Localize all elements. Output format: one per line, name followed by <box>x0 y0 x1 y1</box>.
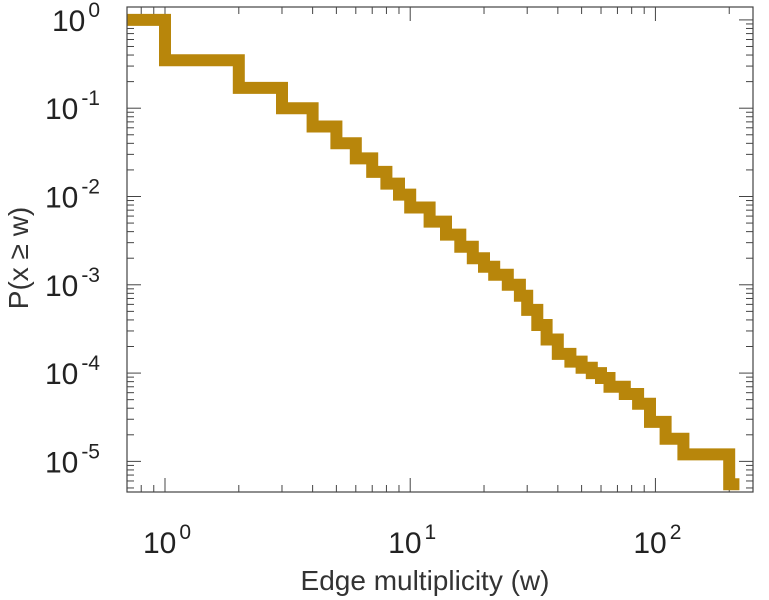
x-tick-label: 10 1 <box>388 521 436 560</box>
y-tick-label: 10 -5 <box>45 440 100 479</box>
tick-labels: 10 0 10 -1 10 -2 10 -3 10 -4 10 -5 10 0 10 1 10 2 <box>45 0 682 560</box>
plot-frame <box>126 6 754 493</box>
x-tick-label: 10 0 <box>143 521 191 560</box>
x-tick-label: 10 2 <box>633 521 681 560</box>
series-layer <box>127 13 740 491</box>
y-tick-label: 10 -1 <box>45 87 100 126</box>
y-tick-label: 10 -3 <box>45 264 100 303</box>
series-line-0 <box>127 13 740 491</box>
y-tick-label: 10 -2 <box>45 175 100 214</box>
tick-marks <box>126 7 753 492</box>
y-tick-label: 10 -4 <box>45 352 100 391</box>
x-axis-label: Edge multiplicity (w) <box>301 565 550 596</box>
y-axis-label: P(x ≥ w) <box>3 207 34 309</box>
y-tick-label: 10 0 <box>52 0 100 38</box>
